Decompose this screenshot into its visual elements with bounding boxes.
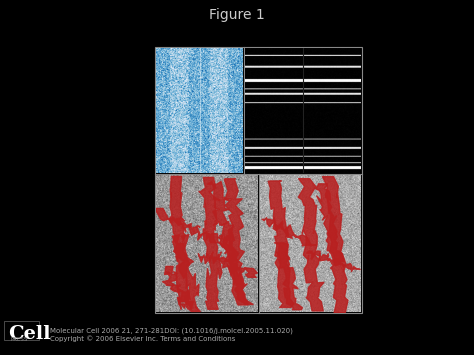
Bar: [4, 321, 39, 340]
Text: D: D: [262, 177, 271, 187]
Text: C: C: [158, 177, 166, 187]
Text: Copyright © 2006 Elsevier Inc. Terms and Conditions: Copyright © 2006 Elsevier Inc. Terms and…: [50, 335, 236, 342]
Text: Figure 1: Figure 1: [209, 8, 265, 22]
Text: Cell: Cell: [8, 325, 51, 343]
Text: Molecular Cell 2006 21, 271-281DOI: (10.1016/j.molcel.2005.11.020): Molecular Cell 2006 21, 271-281DOI: (10.…: [50, 327, 293, 333]
Bar: [155, 47, 362, 313]
Text: PRESS: PRESS: [11, 337, 28, 342]
Text: A: A: [158, 50, 167, 60]
Text: B: B: [247, 50, 255, 60]
